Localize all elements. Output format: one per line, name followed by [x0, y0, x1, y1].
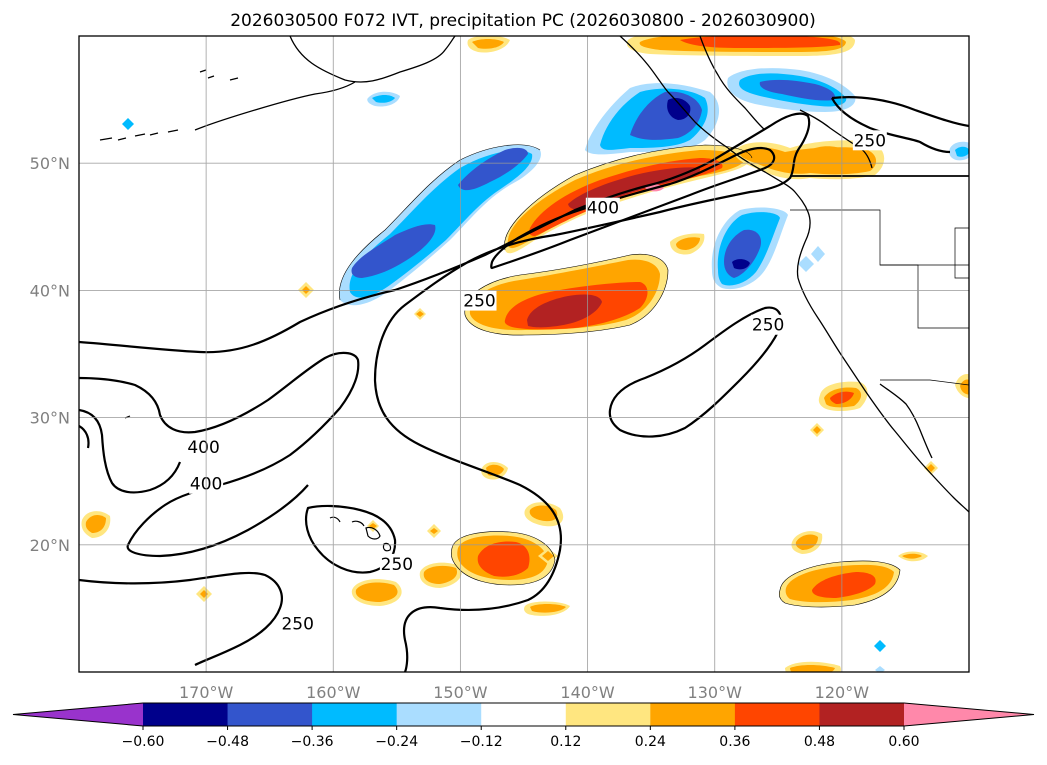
shading-outlines [339, 144, 901, 608]
contour-label-background [280, 613, 315, 634]
colorbar-tick-label: 0.24 [635, 734, 666, 750]
ivt-contour-label: 400 [187, 438, 219, 458]
lat-tick-label: 30°N [30, 409, 70, 428]
colorbar-segment [227, 703, 313, 726]
colorbar-segment [734, 703, 820, 726]
ivt-contour-label: 400 [587, 199, 619, 219]
chart-title: 2026030500 F072 IVT, precipitation PC (2… [230, 11, 816, 31]
colorbar-tick-label: −0.36 [291, 734, 334, 750]
ivt-contour-250-ne [831, 96, 969, 128]
ivt-contour-250-ne-2 [831, 97, 951, 154]
negative-pc-region-northeast [727, 68, 969, 161]
colorbar-tick-label: 0.36 [719, 734, 750, 750]
colorbar-segment [819, 703, 905, 726]
positive-pc-region-top [467, 36, 855, 56]
ivt-contour-400-inner [79, 408, 182, 494]
colorbar-segment [650, 703, 736, 726]
ivt-contour-250-inner [79, 425, 90, 449]
ivt-contour-label: 250 [381, 555, 413, 575]
gridlines [79, 36, 969, 672]
ivt-contour-label: 250 [463, 292, 495, 312]
contour-label-background [379, 553, 414, 574]
ivt-contour-label: 250 [854, 131, 886, 151]
longitude-tick-labels: 170°W 160°W 150°W 140°W 130°W 120°W [179, 683, 869, 702]
negative-pc-region-west [339, 144, 541, 306]
small-negative-spots [122, 91, 886, 672]
negative-pc-region-bc [585, 83, 720, 155]
ivt-contour-lines [79, 96, 969, 672]
contour-label-background [585, 197, 620, 218]
contour-label-background [751, 314, 786, 335]
colorbar-segment [396, 703, 482, 726]
lon-tick-label: 160°W [306, 683, 361, 702]
lon-tick-label: 170°W [179, 683, 234, 702]
colorbar-extend-high [904, 703, 1034, 726]
lat-tick-label: 40°N [30, 281, 70, 300]
coastlines [99, 36, 969, 513]
lon-tick-label: 150°W [433, 683, 488, 702]
positive-pc-band-middle [464, 233, 705, 336]
colorbar-segment [312, 703, 398, 726]
islands [124, 69, 392, 552]
lat-tick-label: 50°N [30, 154, 70, 173]
colorbar-tick-label: 0.12 [550, 734, 581, 750]
colorbar-tick-label: −0.48 [206, 734, 249, 750]
ivt-contour-400 [79, 351, 360, 558]
colorbar-tick-label: 0.60 [888, 734, 919, 750]
negative-pc-region-offshore [711, 207, 788, 290]
contour-label-background [186, 436, 221, 457]
contour-label-background [462, 290, 497, 311]
colorbar-tick-label: −0.12 [460, 734, 503, 750]
ivt-contour-label: 250 [752, 316, 784, 336]
contour-label-background [852, 130, 887, 151]
lat-tick-label: 20°N [30, 536, 70, 555]
colorbar [12, 702, 1035, 730]
ivt-contour-label: 250 [281, 615, 313, 635]
colorbar-extend-low [13, 703, 143, 726]
ivt-contour-250-south [79, 571, 283, 666]
lon-tick-label: 130°W [688, 683, 743, 702]
latitude-tick-labels: 20°N 30°N 40°N 50°N [30, 154, 70, 555]
map-frame [78, 35, 970, 673]
colorbar-tick-label: −0.24 [375, 734, 418, 750]
colorbar-tick-label: −0.60 [122, 734, 165, 750]
lon-tick-label: 140°W [560, 683, 615, 702]
ivt-contour-250-north [79, 112, 811, 672]
colorbar-segment [565, 703, 651, 726]
colorbar-tick-labels: −0.60 −0.48 −0.36 −0.24 −0.12 0.12 0.24 … [122, 734, 920, 750]
positive-pc-region-southeast [779, 374, 969, 672]
ivt-contour-400-pacific [490, 146, 776, 270]
colorbar-tick-label: 0.48 [804, 734, 835, 750]
lon-tick-label: 120°W [815, 683, 870, 702]
colorbar-segment [143, 703, 229, 726]
colorbar-segment [481, 703, 567, 726]
